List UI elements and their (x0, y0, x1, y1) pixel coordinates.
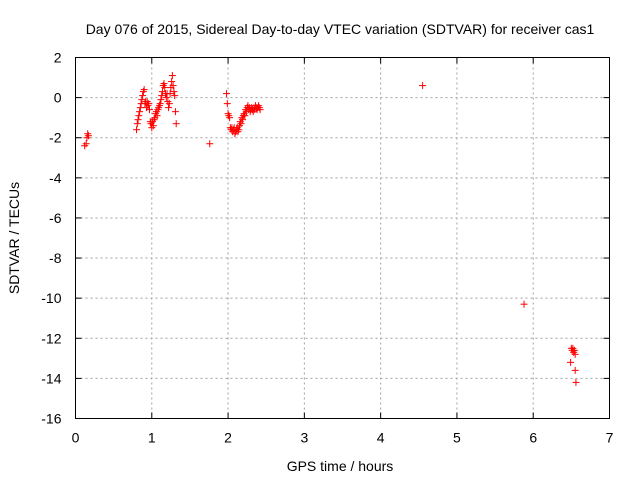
y-tick-label: -12 (41, 330, 61, 346)
x-tick-label: 1 (148, 430, 156, 446)
data-point (170, 88, 178, 96)
data-point (157, 96, 165, 104)
x-tick-label: 5 (453, 430, 461, 446)
y-tick-label: -6 (49, 210, 62, 226)
y-tick-label: -10 (41, 290, 61, 306)
data-point (138, 96, 146, 104)
data-points (81, 72, 580, 386)
data-point (241, 112, 249, 120)
x-tick-label: 0 (72, 430, 80, 446)
y-tick-label: 0 (54, 90, 62, 106)
data-point (520, 300, 528, 308)
data-point (567, 358, 575, 366)
data-point (571, 350, 579, 358)
data-point (134, 116, 142, 124)
data-point (419, 82, 427, 90)
data-point (165, 100, 173, 108)
y-tick-label: -14 (41, 370, 61, 386)
data-point (206, 140, 214, 148)
data-point (226, 114, 234, 122)
data-point (149, 122, 157, 130)
plot-frame (75, 57, 610, 419)
data-point (168, 78, 176, 86)
data-point (166, 90, 174, 98)
data-point (237, 120, 245, 128)
y-tick-label: -16 (41, 411, 61, 427)
y-tick-label: -8 (49, 250, 62, 266)
data-point (140, 86, 148, 94)
data-point (235, 126, 243, 134)
data-point (169, 82, 177, 90)
y-axis-label: SDTVAR / TECUs (6, 182, 22, 294)
data-point (153, 112, 161, 120)
data-point (136, 108, 144, 116)
x-tick-label: 4 (377, 430, 385, 446)
data-point (572, 378, 580, 386)
data-point (239, 116, 247, 124)
data-point (136, 104, 144, 112)
y-tick-label: 2 (54, 50, 62, 66)
data-point (139, 92, 147, 100)
data-point (133, 126, 141, 134)
data-point (223, 90, 231, 98)
data-point (571, 366, 579, 374)
data-point (570, 346, 578, 354)
data-point (171, 92, 179, 100)
data-point (162, 94, 170, 102)
data-point (165, 104, 173, 112)
chart-title: Day 076 of 2015, Sidereal Day-to-day VTE… (86, 21, 595, 37)
data-point (168, 72, 176, 80)
x-axis-label: GPS time / hours (287, 458, 394, 474)
data-point (135, 112, 143, 120)
data-point (160, 80, 168, 88)
data-point (172, 120, 180, 128)
x-tick-labels: 0 1 2 3 4 5 6 7 (72, 430, 614, 446)
data-point (84, 132, 92, 140)
data-point (133, 120, 141, 128)
y-tick-labels: 2 0 -2 -4 -6 -8 -10 -12 -14 -16 (41, 50, 61, 427)
data-point (145, 106, 153, 114)
data-point (158, 92, 166, 100)
x-tick-label: 6 (529, 430, 537, 446)
y-tick-label: -4 (49, 170, 62, 186)
grid (75, 57, 610, 419)
x-tick-label: 3 (300, 430, 308, 446)
data-point (161, 84, 169, 92)
x-tick-label: 2 (224, 430, 232, 446)
data-point (156, 100, 164, 108)
data-point (171, 108, 179, 116)
y-tick-label: -2 (49, 130, 62, 146)
x-tick-label: 7 (606, 430, 614, 446)
data-point (223, 100, 231, 108)
data-point (145, 100, 153, 108)
data-point (256, 106, 264, 114)
data-point (82, 140, 90, 148)
